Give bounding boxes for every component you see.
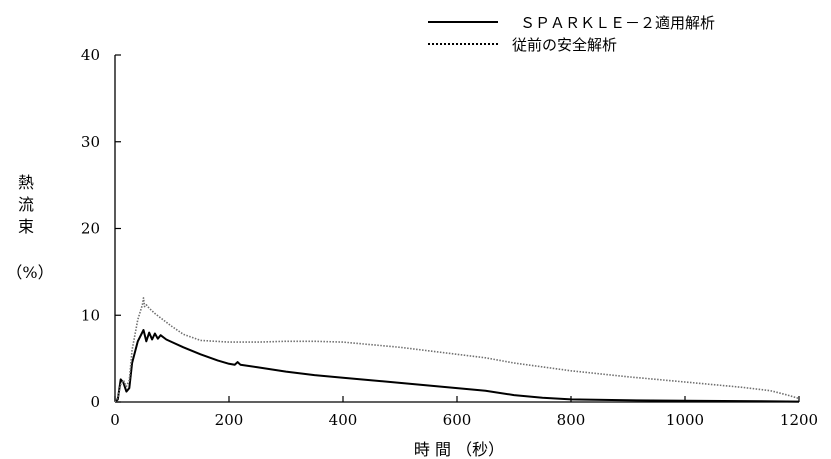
x-tick-label: 1000: [666, 411, 704, 429]
series-line-sparkle: [114, 329, 800, 403]
x-axis-title: 時 間 （秒）: [414, 440, 504, 459]
y-axis-title-char-3: 束: [18, 217, 34, 236]
series-line-conventional: [114, 297, 800, 403]
y-tick-label: 30: [81, 133, 100, 151]
x-tick-label: 400: [329, 411, 358, 429]
y-axis-title: 熱 流 束 （%）: [6, 173, 53, 282]
x-tick-label: 0: [110, 411, 120, 429]
series-group: [114, 297, 800, 403]
x-tick-label: 800: [557, 411, 586, 429]
axes: [114, 55, 799, 403]
y-tick-label: 40: [81, 46, 100, 64]
legend: ＳＰＡＲＫＬＥ－２適用解析 従前の安全解析: [428, 14, 715, 54]
y-axis-title-char-2: 流: [18, 195, 34, 214]
y-ticks: 0 10 20 30 40: [81, 46, 121, 411]
x-tick-label: 200: [215, 411, 244, 429]
x-ticks: 0 200 400 600 800 1000 1200: [110, 396, 818, 429]
y-tick-label: 10: [81, 306, 100, 324]
y-axis-title-char-1: 熱: [18, 173, 34, 192]
x-tick-label: 1200: [780, 411, 818, 429]
y-axis-unit: （%）: [6, 263, 53, 282]
y-tick-label: 0: [90, 393, 100, 411]
y-tick-label: 20: [81, 220, 100, 238]
legend-label-sparkle: ＳＰＡＲＫＬＥ－２適用解析: [520, 14, 715, 32]
legend-label-conventional: 従前の安全解析: [512, 36, 617, 54]
x-tick-label: 600: [443, 411, 472, 429]
